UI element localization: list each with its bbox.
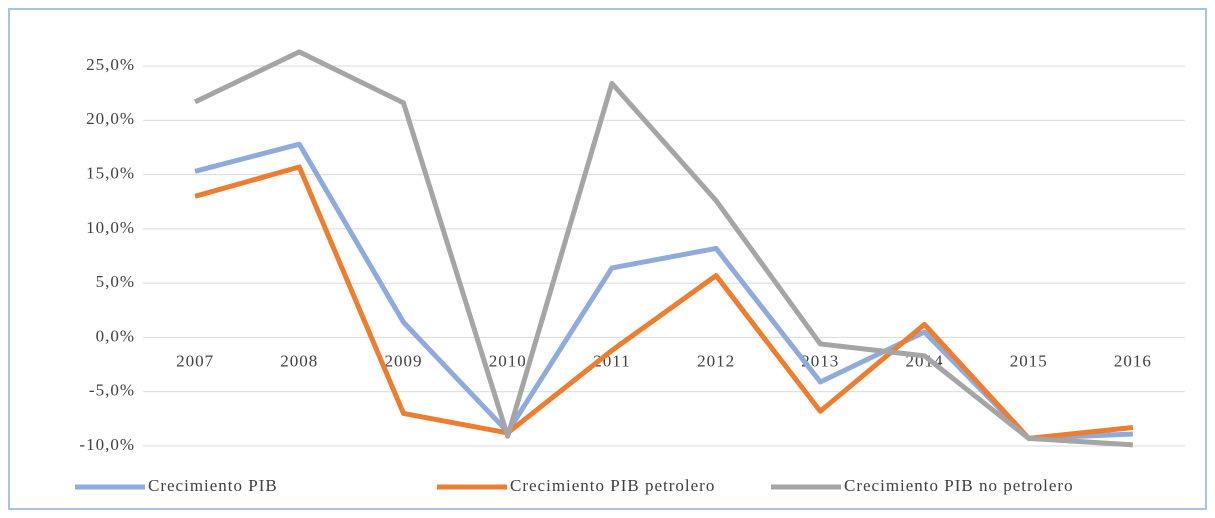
legend-label: Crecimiento PIB no petrolero [844,476,1074,495]
y-tick-label: 10,0% [86,218,135,237]
x-tick-label: 2008 [280,351,318,370]
legend-label: Crecimiento PIB [148,476,278,495]
y-tick-label: 20,0% [86,109,135,128]
legend-label: Crecimiento PIB petrolero [510,476,715,495]
series-line [194,49,1134,448]
y-tick-label: 15,0% [86,163,135,182]
y-tick-label: 0,0% [96,326,135,345]
y-tick-label: -5,0% [89,381,135,400]
x-tick-label: 2010 [489,351,527,370]
x-tick-label: 2007 [176,351,214,370]
y-tick-label: 5,0% [96,272,135,291]
x-tick-label: 2012 [697,351,735,370]
series-line [194,164,1134,441]
x-tick-label: 2016 [1114,351,1152,370]
y-tick-label: 25,0% [86,55,135,74]
x-tick-label: 2015 [1010,351,1048,370]
x-tick-label: 2009 [385,351,423,370]
y-tick-label: -10,0% [79,435,135,454]
series-line [194,141,1134,441]
